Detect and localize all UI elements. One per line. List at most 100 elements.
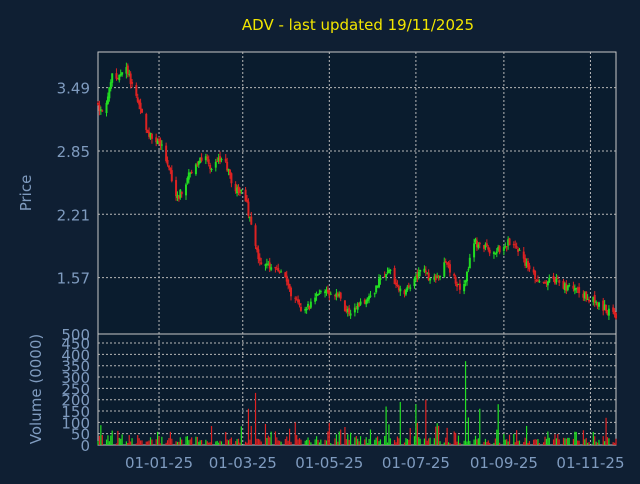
candle-body [140, 108, 143, 113]
candle-body [199, 157, 202, 164]
candle-body [247, 201, 250, 216]
volume-bars [97, 361, 617, 445]
candle-body [353, 307, 356, 313]
candle-body [234, 183, 237, 192]
candle-body [395, 282, 398, 285]
candle-body [366, 297, 369, 302]
date-tick-label: 01-07-25 [382, 454, 450, 472]
candle-body [555, 278, 558, 283]
candle-body [220, 159, 223, 161]
candle-body [602, 300, 605, 311]
candle-body [219, 156, 222, 162]
candle-body [355, 308, 358, 310]
candle-body [596, 302, 599, 307]
candle-body [297, 299, 300, 303]
candle-body [326, 289, 329, 293]
candle-body [409, 287, 412, 289]
candle-body [387, 269, 390, 274]
candle-body [260, 262, 263, 265]
candle-body [186, 178, 189, 183]
volume-tick-label: 350 [61, 358, 90, 376]
candle-body [403, 290, 406, 295]
candle-body [436, 276, 439, 279]
candle-body [196, 164, 199, 166]
candle-body [324, 291, 327, 294]
candle-body [369, 295, 372, 297]
date-tick-label: 01-05-25 [295, 454, 363, 472]
candle-body [512, 244, 515, 246]
candle-body [111, 73, 114, 83]
candle-body [492, 252, 495, 255]
candle-body [434, 275, 437, 281]
candle-body [488, 249, 491, 254]
candle-body [257, 249, 260, 260]
candle-body [439, 276, 442, 278]
price-plot-area [97, 51, 617, 335]
candle-body [328, 290, 331, 296]
candle-body [424, 270, 427, 273]
candle-body [244, 189, 247, 202]
candle-body [552, 276, 555, 280]
candle-body [339, 292, 342, 299]
candle-body [588, 299, 591, 302]
candle-body [515, 246, 518, 248]
candle-body [314, 297, 317, 302]
candle-body [485, 243, 488, 247]
candle-body [334, 295, 337, 297]
candle-body [308, 305, 311, 309]
candle-body [345, 309, 348, 312]
candle-body [477, 244, 480, 248]
volume-tick-label: 250 [61, 380, 90, 398]
candle-body [226, 161, 229, 171]
candle-body [373, 293, 376, 295]
candle-body [433, 276, 436, 280]
candle-body [315, 293, 318, 297]
candle-body [99, 109, 102, 112]
candle-body [444, 261, 447, 263]
date-tick-label: 01-03-25 [209, 454, 277, 472]
candle-body [119, 73, 122, 76]
candle-body [318, 293, 321, 295]
candle-body [593, 295, 596, 303]
volume-plot-area [97, 333, 617, 446]
candle-body [299, 306, 302, 311]
candle-body [158, 139, 161, 142]
candle-body [556, 277, 559, 280]
candle-body [437, 275, 440, 278]
candle-body [101, 110, 104, 112]
candle-body [606, 310, 609, 315]
candle-body [180, 191, 183, 195]
volume-tick-label: 150 [61, 403, 90, 421]
volume-tick-label: 300 [61, 369, 90, 387]
candle-body [542, 281, 545, 283]
date-tick-label: 01-09-25 [470, 454, 538, 472]
candle-body [97, 102, 99, 105]
candle-body [597, 302, 600, 307]
candle-body [160, 144, 163, 146]
candle-body [419, 269, 422, 272]
candle-body [497, 246, 500, 251]
candle-body [228, 169, 231, 176]
candle-body [575, 287, 578, 290]
candle-body [159, 139, 162, 146]
candle-body [359, 301, 362, 305]
candle-body [125, 67, 128, 74]
candle-body [365, 300, 368, 305]
candle-body [534, 270, 537, 280]
candle-body [407, 285, 410, 288]
volume-tick-label: 200 [61, 392, 90, 410]
candle-body [463, 283, 466, 292]
candle-body [582, 293, 585, 298]
candle-body [146, 129, 149, 133]
candle-body [227, 168, 230, 171]
candle-body [121, 72, 124, 75]
candle-body [473, 243, 476, 258]
candle-body [495, 251, 498, 254]
candle-body [194, 164, 197, 175]
candle-body [237, 186, 240, 192]
candle-body [285, 275, 288, 282]
candle-body [254, 225, 257, 246]
candle-body [453, 273, 456, 276]
candle-body [525, 262, 528, 266]
